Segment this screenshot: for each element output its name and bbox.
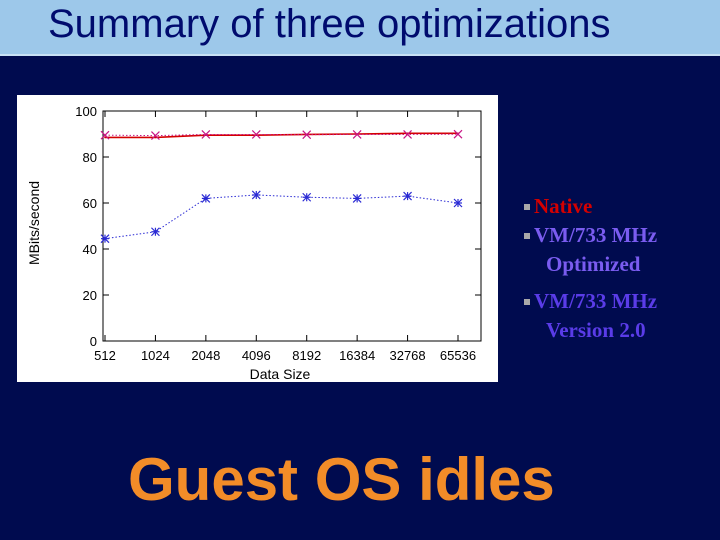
data-point: [151, 131, 160, 141]
x-tick-label: 16384: [339, 348, 375, 363]
x-tick-label: 32768: [389, 348, 425, 363]
bullet-icon: [524, 233, 530, 239]
data-point: [403, 191, 412, 201]
data-point: [251, 190, 261, 200]
legend-label-vm-v2: VM/733 MHz: [534, 289, 658, 313]
x-tick-label: 512: [94, 348, 116, 363]
data-point: [302, 130, 312, 140]
y-tick-label: 60: [83, 196, 97, 211]
data-point: [352, 130, 362, 139]
y-tick-label: 20: [83, 288, 97, 303]
slide-title: Summary of three optimizations: [48, 2, 611, 46]
bullet-icon: [524, 204, 530, 210]
data-point: [201, 193, 211, 203]
series-line: [104, 194, 459, 240]
chart-series: [100, 129, 463, 244]
plot-frame: [102, 110, 482, 342]
y-tick-label: 0: [90, 334, 97, 349]
x-tick-label: 1024: [141, 348, 170, 363]
legend-item-native: Native: [524, 192, 714, 221]
y-tick-label: 80: [83, 150, 97, 165]
series-line: [105, 132, 458, 139]
y-tick-label: 40: [83, 242, 97, 257]
data-point: [154, 136, 157, 139]
legend-label-vm-optimized-cont: Optimized: [546, 252, 641, 276]
series-line: [104, 133, 459, 137]
line-chart: 0 20 40 60 80 100 512 1024 2048 4096 8192 16384 3276…: [26, 104, 482, 382]
chart-axes: 0 20 40 60 80 100 512 1024 2048 4096 8192 16384 3276…: [75, 104, 482, 363]
data-point: [453, 198, 463, 208]
data-point: [403, 130, 412, 139]
x-tick-label: 2048: [191, 348, 220, 363]
chart-area: 0 20 40 60 80 100 512 1024 2048 4096 8192 16384 3276…: [17, 95, 498, 382]
legend-label-vm-v2-cont: Version 2.0: [546, 318, 646, 342]
legend-item-vm-v2: VM/733 MHz Version 2.0: [524, 287, 714, 345]
footer-text: Guest OS idles: [128, 446, 555, 513]
legend: Native VM/733 MHz Optimized VM/733 MHz V…: [524, 192, 714, 345]
y-tick-label: 100: [75, 104, 97, 119]
data-point: [151, 227, 160, 237]
bullet-icon: [524, 299, 530, 305]
data-point: [104, 136, 106, 139]
data-point: [352, 193, 362, 203]
y-axis-label: MBits/second: [26, 181, 42, 265]
series-2: [100, 190, 463, 244]
legend-label-vm-optimized: VM/733 MHz: [534, 223, 658, 247]
x-axis-label: Data Size: [250, 366, 311, 382]
legend-item-vm-optimized: VM/733 MHz Optimized: [524, 221, 714, 279]
x-tick-label: 4096: [242, 348, 271, 363]
title-bar: Summary of three optimizations: [0, 0, 720, 56]
legend-label-native: Native: [534, 194, 593, 218]
data-point: [100, 130, 110, 140]
data-point: [453, 129, 463, 139]
data-point: [201, 130, 211, 139]
x-tick-label: 65536: [440, 348, 476, 363]
series-1: [100, 129, 463, 141]
x-tick-label: 8192: [292, 348, 321, 363]
data-point: [251, 130, 261, 139]
data-point: [302, 192, 312, 202]
data-point: [100, 234, 110, 244]
